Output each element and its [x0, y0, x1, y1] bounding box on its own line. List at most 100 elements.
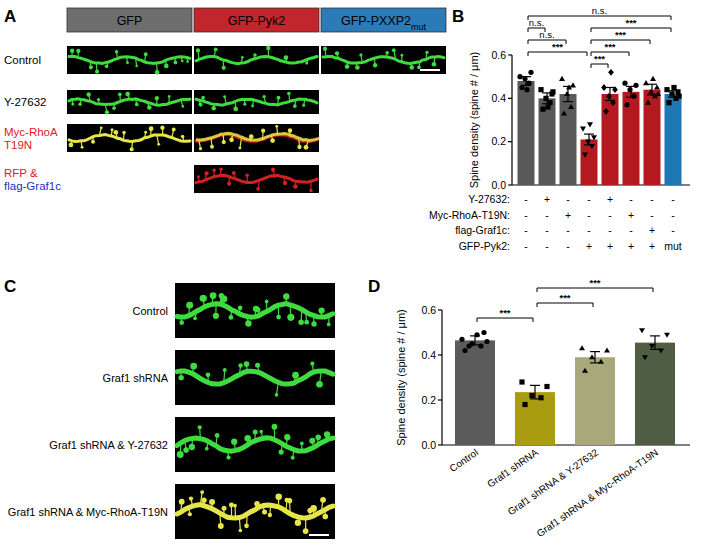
spine-head [244, 524, 249, 529]
bar [539, 98, 556, 185]
condition-cell: + [628, 209, 634, 221]
data-point [671, 85, 676, 90]
scale-bar [420, 69, 440, 71]
spine-head [409, 65, 414, 70]
dendrite-shaft [196, 99, 317, 105]
data-point [579, 345, 585, 350]
spine-head [112, 106, 116, 110]
error-cap [590, 351, 600, 352]
error-stem [525, 77, 526, 86]
spine-head [239, 147, 242, 150]
spine-head [255, 307, 260, 312]
spine-head [189, 444, 195, 450]
micrograph-background [194, 90, 319, 114]
condition-cell: - [524, 224, 528, 236]
spine-head [245, 320, 251, 326]
micrograph-background [175, 417, 335, 472]
spine-head [355, 65, 360, 70]
spine-head [303, 528, 309, 534]
spine-head [144, 131, 147, 134]
spine-head [305, 61, 308, 64]
spine-head [115, 50, 119, 54]
micrograph-background [194, 124, 319, 152]
error-bar [668, 91, 678, 98]
spine-head [283, 293, 289, 299]
error-cap [530, 385, 540, 386]
spine-head [309, 438, 315, 444]
significance-label: *** [559, 292, 570, 303]
spine-head [259, 430, 263, 434]
micrograph [321, 46, 446, 74]
spine-head [181, 135, 185, 139]
bar [560, 94, 577, 185]
error-cap [626, 97, 636, 98]
spine-head [95, 70, 99, 74]
comparison-bracket [528, 52, 587, 56]
spine-head [385, 51, 389, 55]
spine-head [113, 130, 118, 135]
condition-label: Myc-RhoA-T19N: [429, 209, 510, 221]
spine-head [231, 439, 237, 445]
spine-head [201, 497, 206, 502]
spine-head [297, 145, 301, 149]
spine-head [188, 512, 192, 516]
spine-head [417, 65, 421, 69]
error-bar [521, 77, 531, 86]
bar [575, 357, 615, 445]
condition-cell: + [607, 240, 613, 252]
spine-neck [239, 518, 241, 531]
spine-head [199, 147, 202, 150]
dendrite-shaft [177, 505, 333, 518]
spine-head [275, 393, 279, 397]
data-point [538, 87, 543, 92]
spine-head [204, 171, 208, 175]
row-label: flag-Graf1c [4, 180, 61, 192]
spine-head [212, 169, 216, 173]
spine-head [359, 53, 362, 56]
spine-head [272, 424, 278, 430]
spine-head [239, 529, 243, 533]
significance-label: *** [604, 41, 615, 52]
dendrite-shaft [69, 57, 190, 64]
spine-head [244, 361, 250, 367]
error-cap [590, 362, 600, 363]
spine-head [209, 499, 215, 505]
bar [515, 392, 555, 445]
spine-head [155, 70, 160, 75]
condition-cell: + [649, 224, 655, 236]
spine-head [345, 64, 350, 69]
data-point [543, 96, 548, 101]
spine-head [310, 362, 314, 366]
comparison-bracket [537, 288, 653, 292]
spine-head [181, 60, 184, 63]
spine-head [266, 46, 270, 50]
significance-label: *** [589, 277, 600, 288]
micrograph [67, 46, 192, 74]
error-bar [626, 86, 636, 97]
column-header-box [321, 8, 446, 32]
spine-head [206, 372, 211, 377]
y-tick [438, 309, 442, 310]
data-point [582, 153, 588, 158]
condition-cell: - [608, 224, 612, 236]
spine-head [76, 49, 80, 53]
spine-head [179, 499, 185, 505]
data-point [484, 339, 489, 344]
spine-head [168, 95, 171, 98]
row-label: RFP & [4, 167, 38, 179]
column-header-text: GFP [117, 14, 143, 28]
y-axis [441, 310, 442, 445]
data-point [676, 94, 681, 99]
spine-head [222, 140, 226, 144]
comparison-bracket [537, 303, 593, 307]
data-point [568, 104, 574, 109]
y-axis-label: Spine density (spine # / μm) [395, 309, 407, 446]
comparison-bracket [477, 318, 533, 322]
bar [665, 94, 682, 185]
spine-head [304, 145, 309, 150]
significance-label: n.s. [529, 17, 544, 28]
error-cap [605, 87, 615, 88]
row-label: Myc-RhoA [4, 126, 58, 138]
condition-label: flag-Graf1c: [455, 224, 510, 236]
error-cap [470, 335, 480, 336]
